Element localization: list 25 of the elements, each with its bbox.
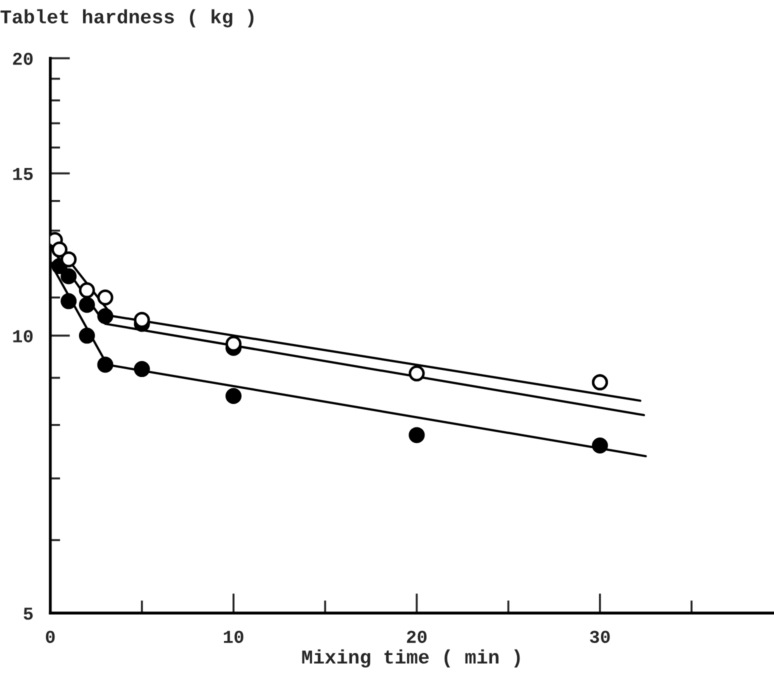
point [134, 361, 150, 378]
x-tick-label: 20 [406, 630, 427, 644]
point [97, 356, 114, 373]
y-tick-label: 15 [13, 168, 33, 180]
point [97, 289, 114, 306]
point [78, 282, 95, 298]
point [51, 242, 68, 258]
x-tick-label: 30 [590, 630, 610, 644]
y-tick-label: 5 [24, 608, 33, 620]
x-tick-label: 0 [46, 630, 55, 644]
point [60, 251, 77, 268]
point [60, 293, 77, 310]
x-tick-label: 10 [224, 630, 244, 644]
point [97, 308, 114, 324]
point [408, 365, 425, 382]
y-tick-label: 10 [13, 330, 33, 342]
point [78, 296, 95, 313]
point [78, 328, 95, 344]
point [60, 268, 77, 284]
x-axis-title: Mixing time ( min ) [302, 649, 520, 668]
y-tick-label: 20 [13, 52, 33, 65]
y-axis-title: Tablet hardness ( kg ) [0, 9, 254, 28]
point [592, 437, 608, 454]
point [408, 427, 425, 444]
point [226, 388, 242, 404]
